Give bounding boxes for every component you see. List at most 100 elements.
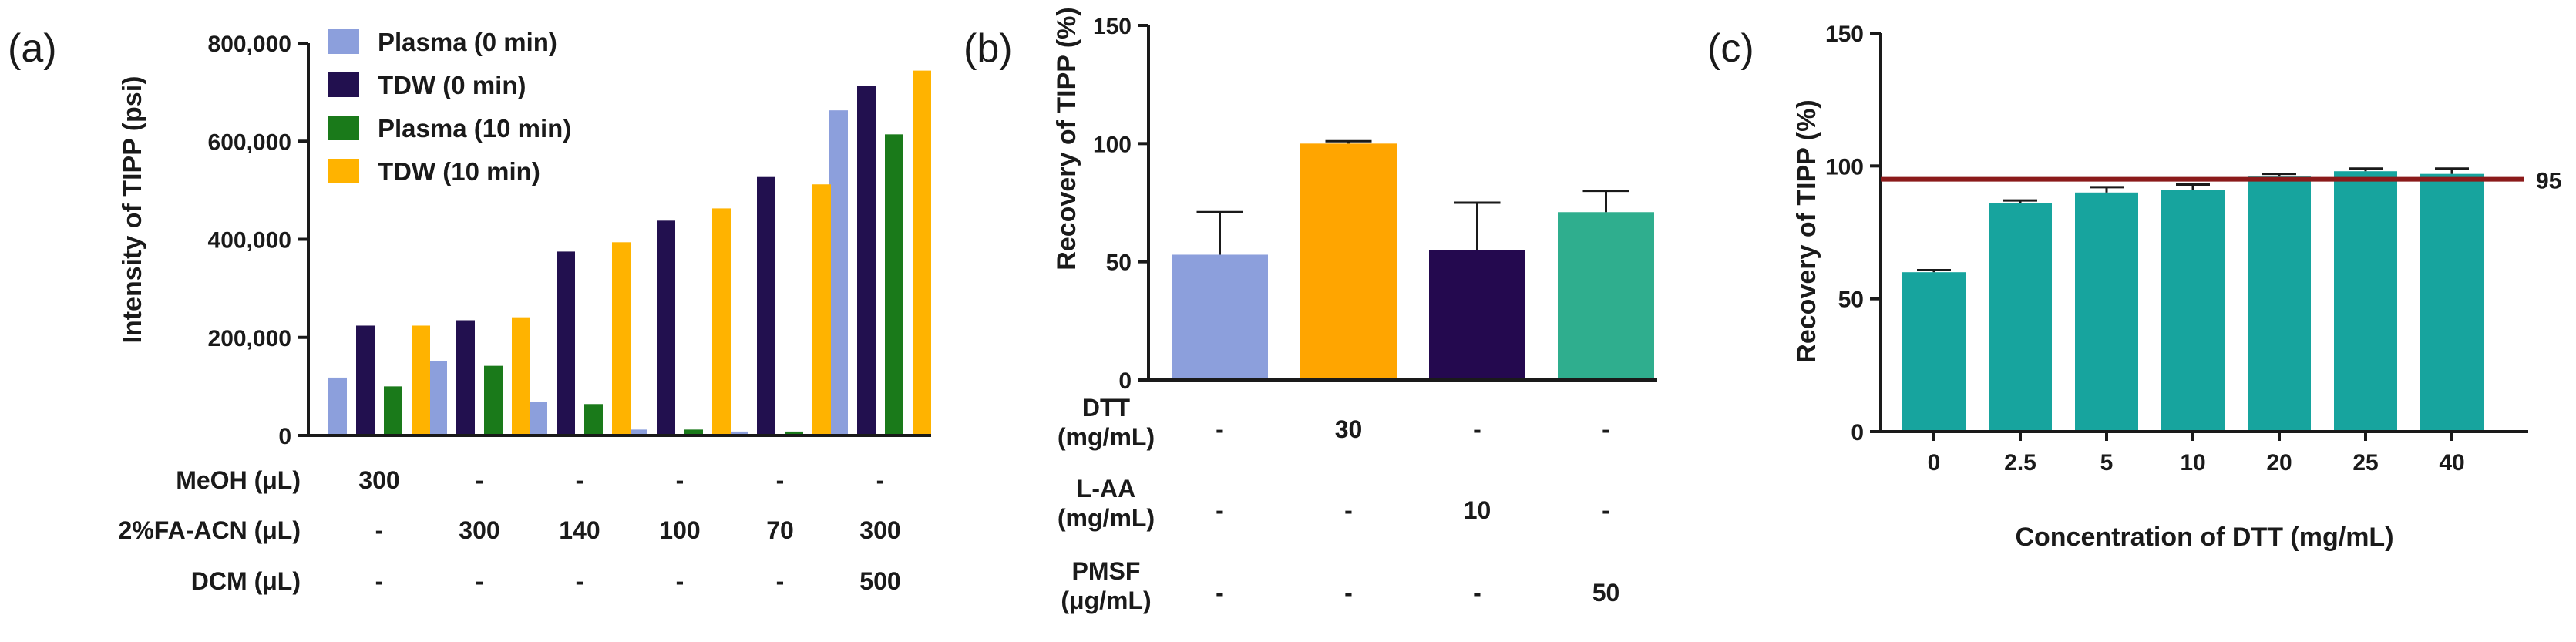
panel-b-condition-value: - xyxy=(1344,579,1353,607)
panel-a-bar xyxy=(384,386,402,435)
panel-c-x-tick-label: 0 xyxy=(1928,450,1941,476)
panel-b-condition-value: - xyxy=(1344,496,1353,524)
panel-a-legend-swatch xyxy=(328,29,359,54)
panel-c-bar xyxy=(2334,171,2397,432)
panel-c-y-ticks: 0 50 100 150 xyxy=(1825,22,1881,445)
panel-a-condition-value: - xyxy=(576,466,584,494)
panel-b-condition-label: (mg/mL) xyxy=(1058,423,1155,451)
panel-c-y-axis-title: Recovery of TIPP (%) xyxy=(1792,99,1821,362)
panel-b-y-tick-label: 150 xyxy=(1093,14,1132,39)
panel-c-bar xyxy=(1989,203,2052,432)
panel-a-condition-value: - xyxy=(576,567,584,595)
panel-a-bars xyxy=(328,70,931,436)
panel-a-bar xyxy=(913,70,931,435)
panel-c-bar xyxy=(2161,190,2225,432)
panel-b-y-tick-label: 50 xyxy=(1106,250,1132,276)
panel-a-bar xyxy=(557,251,575,435)
panel-a-condition-value: 140 xyxy=(559,516,600,544)
panel-c-x-ticks: 0 2.5 5 10 20 25 40 xyxy=(1928,432,2465,476)
panel-c-bar xyxy=(2420,173,2484,432)
panel-b-condition-label: PMSF xyxy=(1072,557,1141,585)
panel-a-bar xyxy=(429,361,447,435)
panel-a-bar xyxy=(512,317,530,435)
panel-a-y-tick-label: 600,000 xyxy=(208,129,291,155)
panel-c-x-tick-label: 40 xyxy=(2439,450,2464,476)
panel-b-condition-value: - xyxy=(1216,415,1224,443)
panel-a-condition-value: 500 xyxy=(859,567,900,595)
panel-b-condition-value: - xyxy=(1216,579,1224,607)
panel-a-bar xyxy=(412,325,430,435)
panel-a-bar xyxy=(629,429,647,435)
panel-a-condition-label: DCM (μL) xyxy=(191,567,301,595)
panel-b-condition-value: 30 xyxy=(1335,415,1363,443)
panel-a-y-tick-label: 200,000 xyxy=(208,326,291,351)
panel-a-condition-value: 300 xyxy=(459,516,499,544)
panel-a-y-ticks: 0 200,000 400,000 600,000 800,000 xyxy=(208,32,308,449)
panel-b-bar xyxy=(1172,254,1268,380)
panel-a-condition-table: MeOH (μL) 300 - - - - - 2%FA-ACN (μL) - 300 140 100… xyxy=(119,466,901,595)
panel-c-bars xyxy=(1902,167,2484,432)
panel-a-condition-value: - xyxy=(676,466,684,494)
panel-a-legend-swatch xyxy=(328,116,359,140)
panel-a-bar xyxy=(757,176,775,436)
panel-a-condition-value: 300 xyxy=(859,516,900,544)
panel-b-condition-value: - xyxy=(1216,496,1224,524)
panel-a-condition-value: - xyxy=(676,567,684,595)
panel-a-condition-label: MeOH (μL) xyxy=(176,466,301,494)
panel-a-label: (a) xyxy=(8,26,57,71)
panel-b-y-ticks: 0 50 100 150 xyxy=(1093,14,1148,394)
panel-b-y-tick-label: 0 xyxy=(1118,368,1132,394)
panel-a-bar xyxy=(529,402,547,435)
panel-a-bar xyxy=(612,242,631,435)
panel-c-bar xyxy=(1902,272,1966,432)
panel-b-condition-value: - xyxy=(1473,579,1481,607)
panel-a-condition-value: - xyxy=(375,516,384,544)
panel-b-condition-value: 50 xyxy=(1592,579,1620,607)
panel-c-x-tick-label: 25 xyxy=(2352,450,2378,476)
panel-b-y-axis-title: Recovery of TIPP (%) xyxy=(1052,7,1081,270)
panel-c-x-tick-label: 20 xyxy=(2266,450,2292,476)
panel-a-y-tick-label: 800,000 xyxy=(208,32,291,57)
panel-c: (c) Recovery of TIPP (%) 0 50 100 150 95 0 2… xyxy=(1707,22,2561,552)
panel-c-label: (c) xyxy=(1707,26,1754,71)
panel-c-y-tick-label: 0 xyxy=(1851,420,1864,445)
panel-b-condition-label: L-AA xyxy=(1077,475,1135,503)
panel-b-bar xyxy=(1429,250,1525,380)
panel-c-x-tick-label: 2.5 xyxy=(2004,450,2036,476)
panel-a-legend-label: Plasma (0 min) xyxy=(378,28,557,56)
panel-a-condition-value: - xyxy=(375,567,384,595)
panel-a-condition-value: 300 xyxy=(358,466,399,494)
panel-c-y-tick-label: 50 xyxy=(1838,287,1864,313)
panel-b-condition-value: - xyxy=(1602,496,1610,524)
panel-a-condition-value: - xyxy=(776,567,785,595)
panel-a-bar xyxy=(829,110,848,435)
panel-a-bar xyxy=(785,431,803,435)
panel-b-label: (b) xyxy=(963,26,1013,71)
panel-a-legend-label: TDW (10 min) xyxy=(378,157,540,186)
panel-c-bar xyxy=(2075,192,2138,432)
panel-a-bar xyxy=(584,404,603,435)
panel-a-legend-label: Plasma (10 min) xyxy=(378,114,571,143)
panel-c-x-tick-label: 5 xyxy=(2100,450,2114,476)
panel-a-condition-value: 100 xyxy=(659,516,700,544)
panel-b-y-tick-label: 100 xyxy=(1093,132,1132,157)
panel-a-bar xyxy=(657,220,675,435)
panel-a-condition-value: - xyxy=(476,567,484,595)
panel-b-condition-value: 10 xyxy=(1464,496,1491,524)
panel-a-bar xyxy=(328,377,347,435)
panel-a-bar xyxy=(356,325,375,435)
panel-a-legend: Plasma (0 min) TDW (0 min) Plasma (10 min)… xyxy=(328,28,571,186)
panel-b-bar xyxy=(1300,143,1397,381)
panel-a-bar xyxy=(812,184,831,436)
panel-a-condition-value: - xyxy=(776,466,785,494)
panel-a-y-tick-label: 400,000 xyxy=(208,228,291,254)
panel-a-bar xyxy=(484,365,503,435)
panel-a: (a) Intensity of TIPP (psi) 0 200,000 400,… xyxy=(8,26,931,595)
panel-a-legend-swatch xyxy=(328,72,359,97)
panel-a-condition-label: 2%FA-ACN (μL) xyxy=(119,516,301,544)
panel-a-y-axis-title: Intensity of TIPP (psi) xyxy=(118,76,147,344)
panel-a-condition-value: - xyxy=(876,466,885,494)
panel-c-bar xyxy=(2248,176,2311,432)
